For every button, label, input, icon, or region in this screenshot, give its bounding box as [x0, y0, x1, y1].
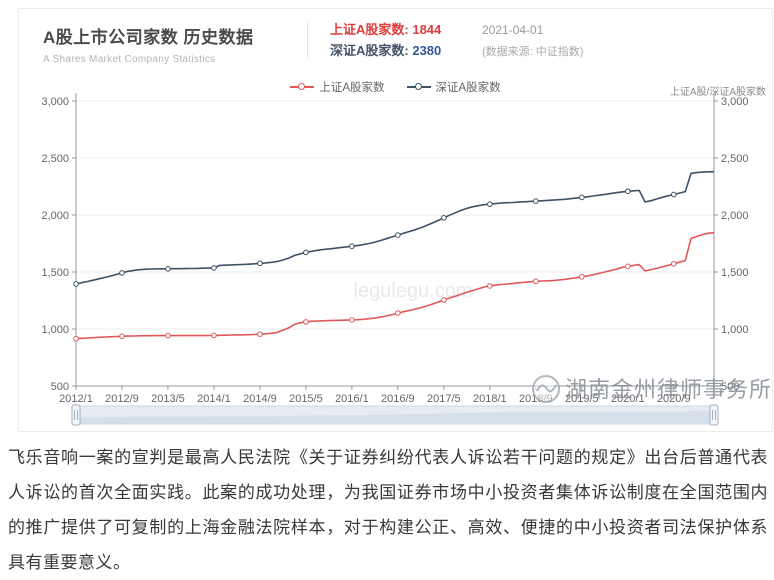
x-tick-label: 2017/5	[427, 393, 461, 405]
datazoom-handle-left[interactable]	[71, 404, 81, 426]
series-point	[441, 215, 447, 221]
series-point	[257, 260, 263, 267]
series-point	[349, 317, 355, 323]
page-subtitle: A Shares Market Company Statistics	[43, 54, 216, 65]
series-line	[75, 170, 715, 285]
line-marker-icon	[406, 83, 431, 91]
stat-row-shanghai: 上证A股家数: 1844 2021-04-01	[330, 19, 583, 40]
line-marker-icon	[290, 83, 315, 91]
series-point	[119, 333, 125, 340]
y-tick-label: 500	[51, 381, 69, 393]
page-title: A股上市公司家数 历史数据	[43, 28, 254, 47]
series-point	[487, 201, 493, 207]
x-tick-label: 2012/1	[59, 393, 93, 405]
x-tick-label: 2016/1	[335, 393, 369, 405]
x-tick-label: 2018/1	[473, 393, 507, 405]
series-point	[670, 260, 677, 267]
datazoom-shadow	[76, 410, 714, 424]
shenzhen-count: 深证A股家数: 2380	[330, 40, 482, 59]
chart-svg: 500 500 1,000 1,000 1,500 1,500 2,000 2,000 2,50…	[41, 93, 772, 426]
series-point	[395, 232, 401, 238]
x-tick-label: 2014/9	[243, 393, 277, 405]
y-tick-label: 500	[721, 381, 739, 393]
y-tick-label: 2,500	[41, 153, 69, 165]
stat-date: 2021-04-01	[482, 23, 544, 37]
x-tick-label: 2016/9	[381, 393, 415, 405]
series-point	[211, 332, 217, 339]
series-line	[75, 232, 715, 340]
shanghai-count: 上证A股家数: 1844	[330, 19, 482, 38]
series-point	[533, 278, 539, 285]
series-point	[624, 188, 631, 195]
legend-label: 深证A股家数	[435, 82, 501, 94]
series-point	[624, 263, 631, 270]
shanghai-count-label: 上证A股家数:	[330, 22, 409, 37]
series-point	[487, 283, 493, 289]
x-tick-label: 2013/5	[151, 393, 185, 405]
chart-card: A股上市公司家数 历史数据 A Shares Market Company St…	[18, 8, 773, 432]
y-tick-label: 3,000	[41, 96, 69, 108]
legend-item-shenzhen[interactable]: 深证A股家数	[406, 79, 501, 95]
x-tick-label: 2014/1	[197, 393, 231, 405]
stat-row-shenzhen: 深证A股家数: 2380 (数据来源: 中证指数)	[330, 40, 583, 61]
series-point	[303, 249, 309, 256]
article-paragraph: 飞乐音响一案的宣判是最高人民法院《关于证券纠纷代表人诉讼若干问题的规定》出台后普…	[8, 448, 768, 572]
series-point	[257, 331, 263, 337]
x-tick-label: 2012/9	[105, 393, 139, 405]
series-point	[441, 297, 447, 303]
series-point	[670, 191, 677, 198]
y-tick-label: 1,000	[721, 324, 749, 336]
legend-item-shanghai[interactable]: 上证A股家数	[290, 79, 385, 95]
series-point	[303, 319, 309, 325]
series-point	[579, 194, 585, 201]
y-tick-label: 1,000	[41, 324, 69, 336]
x-tick-label: 2020/1	[611, 393, 645, 405]
y-axis-title: 上证A股/深证A股家数	[669, 87, 766, 98]
series-point	[533, 198, 539, 204]
y-tick-label: 2,000	[41, 210, 69, 222]
series-point	[119, 270, 125, 276]
x-tick-label: 2015/5	[289, 393, 323, 405]
watermark-legulegu: legulegu.com	[354, 280, 473, 302]
y-tick-label: 1,500	[721, 267, 749, 279]
y-tick-label: 2,500	[721, 153, 749, 165]
y-tick-label: 1,500	[41, 267, 69, 279]
brand-logo-icon	[536, 384, 557, 393]
series-point	[165, 266, 171, 272]
x-tick-label: 2020/9	[657, 393, 691, 405]
chart-legend: 上证A股家数 深证A股家数	[19, 79, 772, 95]
x-tick-label: 2019/5	[565, 393, 599, 405]
watermark-brand: 湖南金州律师事务所	[565, 377, 772, 402]
series-point	[165, 332, 171, 339]
series-point	[349, 243, 355, 250]
series-point	[395, 310, 401, 316]
chart-header: A股上市公司家数 历史数据 A Shares Market Company St…	[19, 9, 772, 73]
data-source-note: (数据来源: 中证指数)	[482, 46, 584, 58]
datazoom-handle-right[interactable]	[709, 404, 719, 426]
shenzhen-count-label: 深证A股家数:	[330, 43, 409, 58]
y-tick-label: 2,000	[721, 210, 749, 222]
series-point	[73, 335, 79, 342]
stats-block: 上证A股家数: 1844 2021-04-01 深证A股家数: 2380 (数据…	[308, 9, 583, 61]
series-point	[73, 281, 79, 287]
series-point	[579, 273, 585, 280]
shanghai-count-value: 1844	[412, 22, 442, 37]
y-tick-label: 3,000	[721, 96, 749, 108]
legend-label: 上证A股家数	[319, 82, 385, 94]
series-point	[211, 265, 217, 271]
shenzhen-count-value: 2380	[412, 43, 442, 58]
header-divider	[307, 21, 308, 59]
title-block: A股上市公司家数 历史数据 A Shares Market Company St…	[19, 9, 307, 65]
